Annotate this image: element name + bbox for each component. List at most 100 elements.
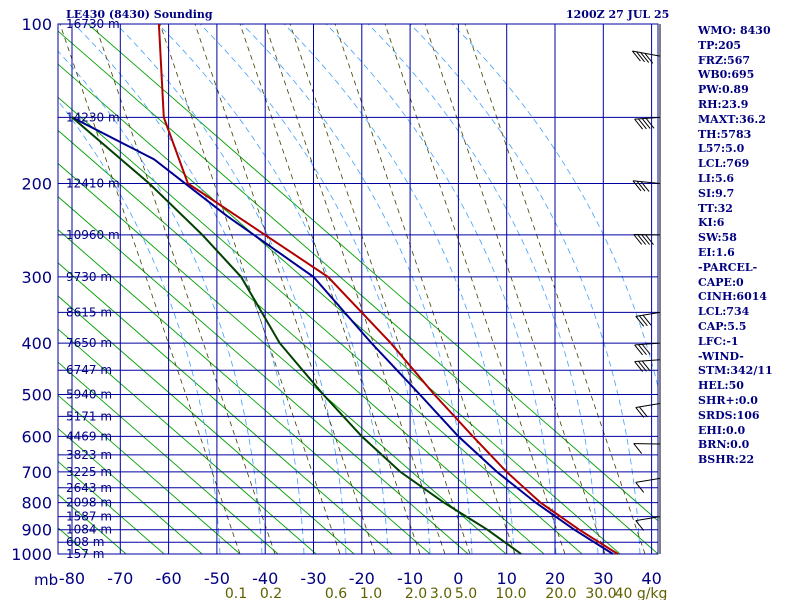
temperature-tick-label: -10 — [397, 569, 423, 588]
profile-line — [157, 23, 619, 555]
wind-barb — [635, 311, 661, 327]
dry-adiabat — [58, 262, 393, 554]
index-item: BRN:0.0 — [698, 438, 750, 452]
index-item: -WIND- — [698, 349, 744, 363]
wind-barb — [635, 477, 661, 493]
pressure-tick-label: 800 — [21, 494, 52, 513]
mixing-ratio-label: 0.6 — [325, 586, 347, 600]
barb-flag — [645, 118, 655, 129]
pressure-tick-label: 400 — [21, 334, 52, 353]
barb-flag — [641, 360, 651, 372]
temperature-tick-label: -50 — [204, 569, 230, 588]
height-label: 3823 m — [66, 448, 112, 462]
index-item: EI:1.6 — [698, 245, 735, 259]
temperature-tick-label: 40 — [641, 569, 661, 588]
barb-flag — [635, 316, 645, 327]
temperature-tick-label: -80 — [59, 569, 85, 588]
pressure-tick-label: 300 — [21, 268, 52, 287]
moist-adiabat — [367, 24, 599, 554]
barb-flag — [632, 180, 642, 192]
height-label: 1587 m — [66, 510, 112, 524]
dry-adiabat — [58, 129, 545, 554]
dry-adiabat — [58, 328, 317, 554]
index-item: TT:32 — [698, 201, 733, 215]
mixing-ratio-line — [239, 24, 421, 554]
barb-flag — [642, 314, 652, 326]
moist-adiabat — [409, 24, 641, 554]
index-item: STM:342/11 — [698, 364, 773, 378]
barb-flag — [645, 234, 654, 245]
moist-adiabat — [115, 24, 347, 554]
barb-flag — [638, 344, 647, 355]
temperature-tick-label: 10 — [497, 569, 517, 588]
height-label: 5171 m — [66, 409, 112, 423]
height-label: 157 m — [66, 547, 104, 561]
barb-flag — [633, 443, 643, 454]
dry-adiabat — [58, 63, 621, 554]
mixing-ratio-label: 3.0 — [430, 586, 452, 600]
barb-flag — [634, 361, 644, 372]
moist-adiabat — [58, 50, 263, 554]
index-item: CAP:5.5 — [698, 319, 747, 333]
index-item: LI:5.6 — [698, 171, 735, 185]
wind-barb — [633, 233, 661, 245]
wind-barb — [634, 116, 661, 130]
moist-adiabat — [157, 24, 389, 554]
mixing-ratio-line — [59, 24, 241, 554]
profile-line — [71, 116, 614, 555]
chart-time: 1200Z 27 JUL 25 — [566, 8, 670, 21]
barb-flag — [635, 520, 645, 531]
temperature-tick-label: -60 — [156, 569, 182, 588]
mixing-ratio-label: 0.2 — [260, 586, 282, 600]
profile-lines — [71, 23, 619, 555]
temperature-tick-label: -20 — [349, 569, 375, 588]
index-item: HEL:50 — [698, 379, 744, 393]
height-label: 7650 m — [66, 336, 112, 350]
mixing-ratio-label: 20.0 — [545, 586, 576, 600]
temperature-tick-label: 20 — [545, 569, 565, 588]
barb-flag — [644, 53, 654, 64]
wind-barb — [632, 180, 661, 192]
wind-barb — [634, 359, 661, 372]
barb-flag — [641, 234, 650, 245]
barb-shaft — [635, 477, 661, 483]
height-label: 5940 m — [66, 387, 112, 401]
dry-adiabat — [58, 427, 203, 554]
barb-flag — [641, 118, 651, 129]
index-item: LFC:-1 — [698, 334, 739, 348]
mixing-ratio-line — [289, 24, 471, 554]
height-label: 12410 m — [66, 177, 120, 191]
pressure-tick-label: 200 — [21, 175, 52, 194]
moist-adiabat — [73, 24, 305, 554]
mixing-ratio-label: 2.0 — [405, 586, 427, 600]
index-item: FRZ:567 — [698, 53, 751, 67]
barb-flag — [633, 234, 643, 245]
index-item: SI:9.7 — [698, 186, 735, 200]
dry-adiabat — [87, 24, 658, 522]
wind-barb — [635, 402, 661, 418]
mixing-ratio-line — [94, 24, 276, 554]
height-label: 2643 m — [66, 481, 112, 495]
barb-flag — [638, 360, 647, 372]
grid-layer — [57, 23, 659, 555]
dry-adiabat — [58, 295, 355, 554]
barb-flag — [641, 344, 651, 355]
height-label: 608 m — [66, 535, 104, 549]
index-item: SHR+:0.0 — [698, 393, 758, 407]
barb-flag — [636, 51, 645, 63]
mixing-ratio-line — [264, 24, 446, 554]
index-item: KI:6 — [698, 216, 725, 230]
moist-adiabat — [241, 24, 473, 554]
temperature-tick-label: -30 — [300, 569, 326, 588]
mixing-ratio-label: 40 g/kg — [615, 586, 668, 600]
height-label: 4469 m — [66, 429, 112, 443]
dry-adiabat — [58, 460, 165, 554]
index-item: LCL:734 — [698, 305, 750, 319]
temperature-tick-label: 0 — [453, 569, 463, 588]
mixing-ratio-line — [424, 24, 606, 554]
mixing-ratio-line — [384, 24, 566, 554]
index-item: PW:0.89 — [698, 83, 749, 97]
moist-adiabat — [58, 100, 221, 554]
